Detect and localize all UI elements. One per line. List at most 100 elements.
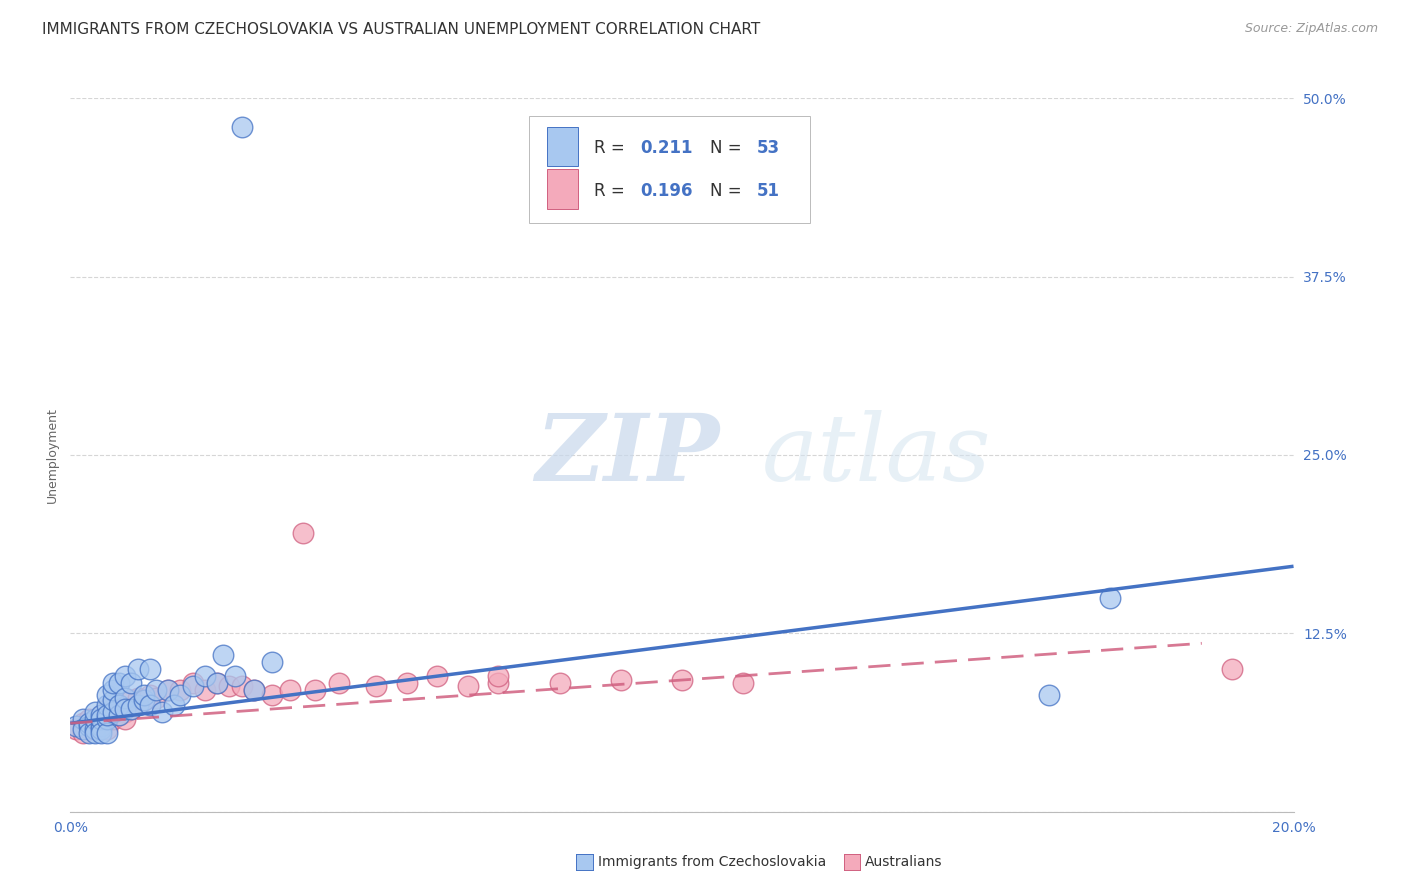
Point (139, 688, 162, 702)
Point (65, 722, 87, 736)
Point (108, 676, 131, 690)
Point (96, 722, 118, 736)
Point (90, 726, 112, 740)
Text: IMMIGRANTS FROM CZECHOSLOVAKIA VS AUSTRALIAN UNEMPLOYMENT CORRELATION CHART: IMMIGRANTS FROM CZECHOSLOVAKIA VS AUSTRA… (42, 22, 761, 37)
Point (243, 683, 266, 698)
Point (96, 707, 118, 722)
Point (72, 712, 94, 726)
Point (145, 690, 167, 705)
Point (108, 707, 131, 722)
Point (671, 673, 693, 688)
Point (90, 707, 112, 722)
Point (101, 683, 124, 698)
Point (96, 712, 118, 726)
Bar (547, 127, 578, 166)
Point (90, 707, 112, 722)
Point (169, 688, 191, 702)
Point (145, 683, 167, 698)
Point (77, 726, 100, 740)
Point (194, 669, 217, 683)
Point (83, 716, 105, 731)
Point (101, 702, 124, 716)
Point (1099, 591, 1122, 605)
Point (77, 719, 100, 733)
Text: N =: N = (710, 182, 747, 200)
Point (77, 722, 100, 736)
Text: N =: N = (710, 139, 747, 157)
Point (139, 662, 162, 676)
Point (548, 676, 571, 690)
Point (212, 648, 235, 662)
Point (96, 712, 118, 726)
Point (733, 676, 755, 690)
Point (231, 679, 253, 693)
Point (101, 676, 124, 690)
Point (127, 662, 149, 676)
Point (77, 719, 100, 733)
Point (72, 726, 94, 740)
Point (169, 683, 191, 698)
Point (150, 705, 173, 719)
Point (90, 712, 112, 726)
Point (1220, 662, 1243, 676)
Y-axis label: Unemployment: Unemployment (46, 407, 59, 503)
Point (96, 698, 118, 712)
Point (395, 676, 418, 690)
Point (132, 693, 155, 707)
Point (426, 669, 449, 683)
Point (65, 719, 87, 733)
Point (101, 705, 124, 719)
Point (90, 722, 112, 736)
Point (231, 120, 253, 134)
Text: 51: 51 (756, 182, 779, 200)
Point (108, 707, 131, 722)
Point (291, 526, 314, 541)
Point (1038, 688, 1060, 702)
Text: ZIP: ZIP (536, 410, 720, 500)
Point (96, 688, 118, 702)
Point (181, 679, 204, 693)
Point (121, 702, 143, 716)
Text: 0.196: 0.196 (640, 182, 693, 200)
Point (224, 669, 246, 683)
Point (243, 683, 266, 698)
Point (218, 679, 240, 693)
Point (157, 683, 180, 698)
Point (114, 669, 136, 683)
Point (366, 679, 388, 693)
Point (83, 722, 105, 736)
Point (101, 712, 124, 726)
Text: 53: 53 (756, 139, 780, 157)
Text: Immigrants from Czechoslovakia: Immigrants from Czechoslovakia (598, 855, 825, 869)
Point (457, 679, 479, 693)
Point (488, 669, 510, 683)
Point (72, 722, 94, 736)
Point (77, 716, 100, 731)
Point (83, 722, 105, 736)
Point (132, 688, 155, 702)
Point (77, 712, 100, 726)
Point (90, 712, 112, 726)
Point (83, 712, 105, 726)
Text: R =: R = (593, 139, 630, 157)
Point (127, 698, 149, 712)
Point (121, 676, 143, 690)
Point (108, 698, 131, 712)
FancyBboxPatch shape (529, 116, 810, 223)
Point (96, 702, 118, 716)
Point (83, 726, 105, 740)
Point (83, 705, 105, 719)
Point (262, 688, 284, 702)
Point (194, 683, 217, 698)
Point (262, 655, 284, 669)
Point (205, 676, 228, 690)
Bar (547, 169, 578, 209)
Point (610, 673, 633, 688)
Text: atlas: atlas (762, 410, 991, 500)
Point (90, 719, 112, 733)
Point (488, 676, 510, 690)
Point (121, 702, 143, 716)
Point (121, 693, 143, 707)
Point (90, 719, 112, 733)
Point (139, 698, 162, 712)
